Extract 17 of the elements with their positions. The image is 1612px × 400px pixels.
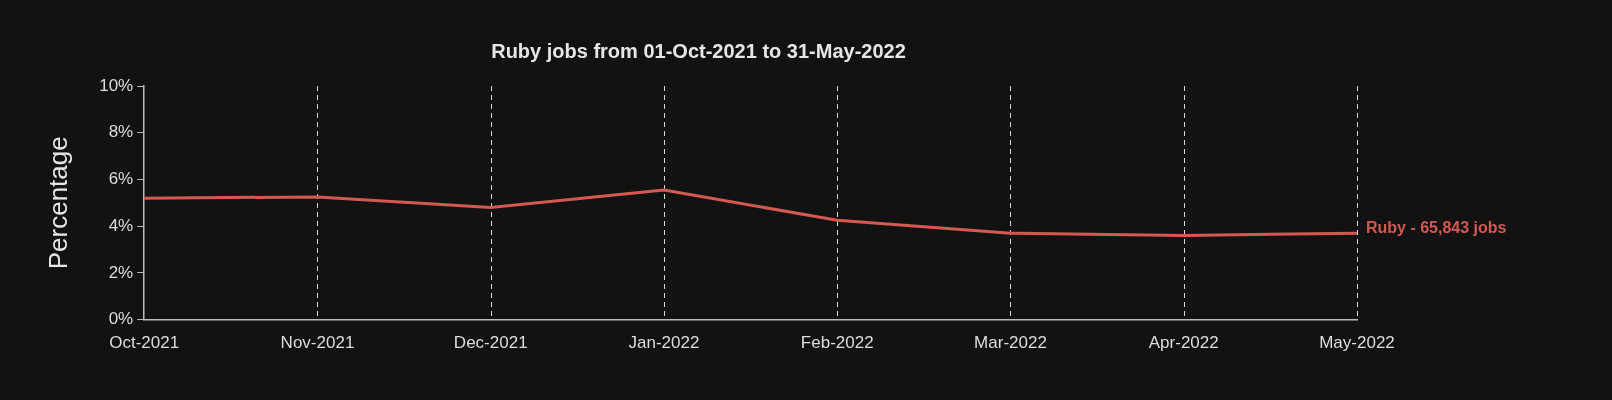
x-tick-label: May-2022 xyxy=(1319,333,1395,353)
x-tick-label: Apr-2022 xyxy=(1148,333,1219,353)
y-tick-label: 2% xyxy=(108,262,134,282)
y-tick-label: 4% xyxy=(108,215,134,235)
x-tick-label: Nov-2021 xyxy=(280,333,355,353)
y-axis-title: Percentage xyxy=(42,136,73,270)
chart-title: Ruby jobs from 01-Oct-2021 to 31-May-2022 xyxy=(491,39,906,62)
x-tick-label: Dec-2021 xyxy=(453,333,528,353)
y-tick-label: 6% xyxy=(108,169,134,189)
x-tick-label: Feb-2022 xyxy=(800,333,874,353)
x-tick-label: Oct-2021 xyxy=(109,333,180,353)
x-tick-label: Mar-2022 xyxy=(974,333,1047,353)
x-tick-label: Jan-2022 xyxy=(628,333,700,353)
y-tick-label: 8% xyxy=(108,122,134,142)
series-label: Ruby - 65,843 jobs xyxy=(1366,218,1507,236)
y-tick-label: 10% xyxy=(99,75,134,95)
y-tick-label: 0% xyxy=(108,309,134,329)
